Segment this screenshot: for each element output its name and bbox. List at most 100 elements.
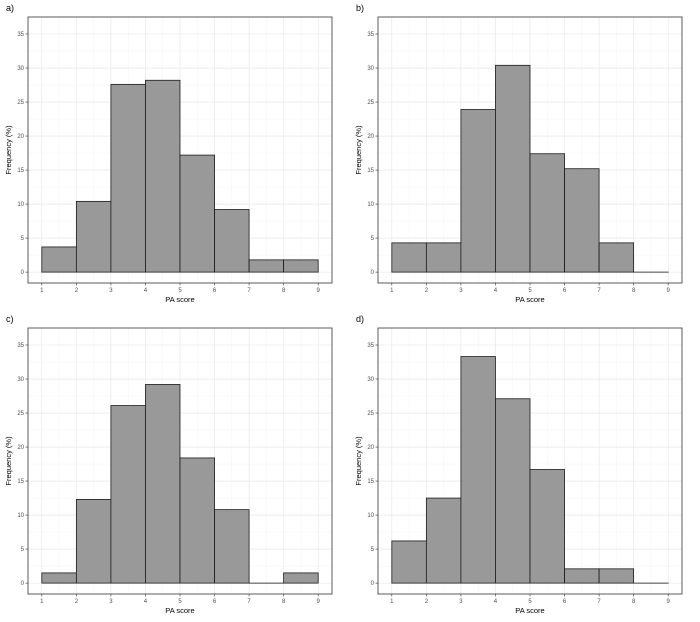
y-tick-label: 35 xyxy=(17,32,24,38)
bar-d-bin-6 xyxy=(564,568,600,584)
x-tick-label: 5 xyxy=(178,288,182,294)
x-tick-label: 7 xyxy=(597,599,601,605)
x-tick-label: 3 xyxy=(109,288,113,294)
x-axis-label-b: PA score xyxy=(515,295,544,304)
bar-d-bin-4 xyxy=(495,398,531,584)
y-tick-label: 25 xyxy=(17,100,24,106)
y-tick-label: 35 xyxy=(367,32,374,38)
y-tick-label: 0 xyxy=(21,581,25,587)
histogram-panel-c: c) 1 2 3 4 5 6 7 8 9 0 5 10 15 20 25 30 35 PA score Frequen… xyxy=(0,311,350,622)
x-tick-label: 2 xyxy=(425,599,429,605)
x-tick-label: 8 xyxy=(632,288,636,294)
x-tick-label: 7 xyxy=(247,599,251,605)
y-tick-label: 0 xyxy=(21,270,25,276)
panel-label-b: b) xyxy=(356,3,364,13)
y-tick-label: 30 xyxy=(367,66,374,72)
y-tick-label: 20 xyxy=(17,134,24,140)
bar-a-bin-6 xyxy=(214,209,250,273)
panel-label-c: c) xyxy=(6,314,14,324)
y-tick-label: 35 xyxy=(17,343,24,349)
bar-d-bin-1 xyxy=(391,540,427,584)
histogram-panel-d: d) 1 2 3 4 5 6 7 8 9 0 5 10 15 20 25 30 35 PA score Frequen… xyxy=(350,311,700,622)
bar-a-bin-4 xyxy=(145,79,181,273)
y-tick-label: 0 xyxy=(371,270,375,276)
y-tick-label: 10 xyxy=(17,202,24,208)
x-tick-label: 5 xyxy=(178,599,182,605)
x-tick-label: 9 xyxy=(317,599,321,605)
y-tick-label: 0 xyxy=(371,581,375,587)
bar-b-bin-4 xyxy=(495,64,531,273)
bar-b-bin-1 xyxy=(391,242,427,273)
x-tick-label: 6 xyxy=(563,599,567,605)
x-tick-label: 5 xyxy=(528,599,532,605)
x-tick-label: 9 xyxy=(667,288,671,294)
bar-d-bin-5 xyxy=(529,469,565,584)
y-tick-label: 20 xyxy=(367,445,374,451)
bar-b-bin-7 xyxy=(598,242,635,273)
x-axis-label-c: PA score xyxy=(165,606,194,615)
x-tick-label: 1 xyxy=(40,599,44,605)
bar-a-bin-7 xyxy=(248,259,285,273)
x-tick-label: 3 xyxy=(109,599,113,605)
y-tick-label: 25 xyxy=(367,411,374,417)
x-tick-label: 4 xyxy=(494,288,498,294)
bar-d-bin-2 xyxy=(425,497,462,584)
x-tick-label: 8 xyxy=(282,599,286,605)
x-tick-label: 9 xyxy=(317,288,321,294)
y-tick-label: 5 xyxy=(21,236,25,242)
y-tick-label: 5 xyxy=(21,547,25,553)
bar-d-bin-7 xyxy=(598,568,635,584)
x-tick-label: 1 xyxy=(390,288,394,294)
y-axis-label-c: Frequency (%) xyxy=(4,436,13,486)
bar-c-bin-1 xyxy=(41,572,77,584)
y-tick-label: 15 xyxy=(17,168,24,174)
histogram-b: b) 1 2 3 4 5 6 7 8 9 0 5 10 15 20 25 30 35 PA score Frequen… xyxy=(354,3,683,304)
x-tick-label: 4 xyxy=(144,288,148,294)
y-tick-label: 20 xyxy=(367,134,374,140)
bar-b-bin-3 xyxy=(460,109,496,273)
x-tick-label: 2 xyxy=(425,288,429,294)
x-tick-label: 6 xyxy=(213,599,217,605)
histogram-d: d) 1 2 3 4 5 6 7 8 9 0 5 10 15 20 25 30 35 PA score Frequen… xyxy=(354,314,683,615)
x-tick-label: 1 xyxy=(40,288,44,294)
y-tick-label: 30 xyxy=(17,66,24,72)
bar-b-bin-5 xyxy=(529,153,565,273)
x-tick-label: 8 xyxy=(632,599,636,605)
y-tick-label: 15 xyxy=(367,479,374,485)
x-tick-label: 2 xyxy=(75,599,79,605)
bar-b-bin-2 xyxy=(425,242,462,273)
y-tick-label: 30 xyxy=(367,377,374,383)
x-tick-label: 3 xyxy=(459,599,463,605)
x-axis-label-a: PA score xyxy=(165,295,194,304)
y-tick-label: 15 xyxy=(17,479,24,485)
histogram-panel-a: a) 1 2 3 4 5 6 7 8 9 0 5 10 15 20 25 30 35 PA score Frequen… xyxy=(0,0,350,311)
y-tick-label: 25 xyxy=(367,100,374,106)
y-tick-label: 15 xyxy=(367,168,374,174)
bar-a-bin-8 xyxy=(283,259,319,273)
histogram-a: a) 1 2 3 4 5 6 7 8 9 0 5 10 15 20 25 30 35 PA score Frequen… xyxy=(4,3,333,304)
bar-a-bin-3 xyxy=(110,83,146,273)
bar-c-bin-8 xyxy=(283,572,319,584)
bar-d-bin-3 xyxy=(460,356,496,584)
bar-a-bin-1 xyxy=(41,246,77,273)
y-axis-label-b: Frequency (%) xyxy=(354,125,363,175)
x-tick-label: 4 xyxy=(144,599,148,605)
y-tick-label: 10 xyxy=(367,202,374,208)
y-tick-label: 10 xyxy=(17,513,24,519)
y-tick-label: 5 xyxy=(371,547,375,553)
y-axis-label-d: Frequency (%) xyxy=(354,436,363,486)
bar-c-bin-6 xyxy=(214,509,250,584)
bar-a-bin-5 xyxy=(179,154,215,273)
bar-a-bin-2 xyxy=(75,200,112,273)
y-tick-label: 25 xyxy=(17,411,24,417)
y-tick-label: 20 xyxy=(17,445,24,451)
x-tick-label: 7 xyxy=(247,288,251,294)
y-tick-label: 30 xyxy=(17,377,24,383)
bar-c-bin-2 xyxy=(75,499,112,584)
y-tick-label: 5 xyxy=(371,236,375,242)
bar-c-bin-4 xyxy=(145,384,181,584)
y-tick-label: 35 xyxy=(367,343,374,349)
x-tick-label: 6 xyxy=(563,288,567,294)
y-axis-label-a: Frequency (%) xyxy=(4,125,13,175)
x-tick-label: 5 xyxy=(528,288,532,294)
